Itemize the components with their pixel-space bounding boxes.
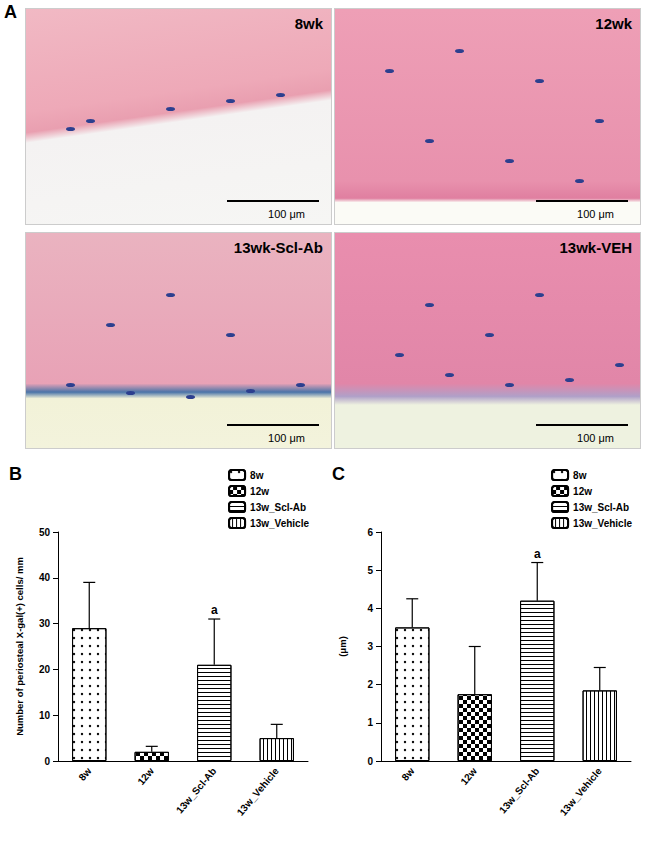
- svg-text:12w: 12w: [135, 765, 156, 787]
- html-text:A: A: [4, 2, 17, 22]
- svg-text:a: a: [211, 603, 218, 617]
- svg-text:12w: 12w: [250, 486, 269, 497]
- svg-text:13w_Scl-Ab: 13w_Scl-Ab: [497, 765, 542, 815]
- svg-text:Number of periosteal X-gal(+): Number of periosteal X-gal(+) cells/ mm: [14, 557, 25, 736]
- html-text:13wk-Scl-Ab: 13wk-Scl-Ab: [233, 239, 323, 256]
- html-text:100 μm: 100 μm: [577, 208, 614, 220]
- svg-text:12w: 12w: [573, 486, 592, 497]
- html-text:13wk-VEH: 13wk-VEH: [559, 239, 632, 256]
- svg-text:3: 3: [367, 641, 373, 652]
- svg-text:50: 50: [39, 527, 51, 538]
- html-text:8wk: 8wk: [294, 15, 323, 32]
- svg-text:13w_Vehicle: 13w_Vehicle: [235, 765, 282, 818]
- svg-text:C: C: [332, 464, 345, 484]
- svg-text:2: 2: [367, 679, 373, 690]
- html-text:12wk: 12wk: [595, 15, 632, 32]
- svg-text:13w_Scl-Ab: 13w_Scl-Ab: [573, 502, 629, 513]
- svg-text:40: 40: [39, 572, 51, 583]
- svg-text:13w_Scl-Ab: 13w_Scl-Ab: [250, 502, 306, 513]
- html-text:100 μm: 100 μm: [577, 432, 614, 444]
- svg-text:13w_Vehicle: 13w_Vehicle: [558, 765, 605, 818]
- svg-text:10: 10: [39, 710, 51, 721]
- svg-text:13w_Vehicle: 13w_Vehicle: [250, 518, 309, 529]
- svg-text:8w: 8w: [250, 470, 264, 481]
- svg-text:0: 0: [367, 756, 373, 767]
- svg-text:(μm): (μm): [337, 636, 348, 657]
- svg-text:1: 1: [367, 717, 373, 728]
- svg-text:13w_Vehicle: 13w_Vehicle: [573, 518, 632, 529]
- svg-text:5: 5: [367, 565, 373, 576]
- svg-text:4: 4: [367, 603, 373, 614]
- svg-text:B: B: [9, 464, 22, 484]
- svg-text:13w_Scl-Ab: 13w_Scl-Ab: [174, 765, 219, 815]
- svg-text:30: 30: [39, 618, 51, 629]
- svg-text:20: 20: [39, 664, 51, 675]
- html-text:100 μm: 100 μm: [268, 432, 305, 444]
- svg-text:6: 6: [367, 527, 373, 538]
- svg-text:12w: 12w: [458, 765, 479, 787]
- svg-text:8w: 8w: [573, 470, 587, 481]
- svg-text:8w: 8w: [399, 765, 416, 782]
- html-text:100 μm: 100 μm: [268, 208, 305, 220]
- svg-text:8w: 8w: [76, 765, 93, 782]
- svg-text:0: 0: [44, 756, 50, 767]
- svg-text:a: a: [534, 547, 541, 561]
